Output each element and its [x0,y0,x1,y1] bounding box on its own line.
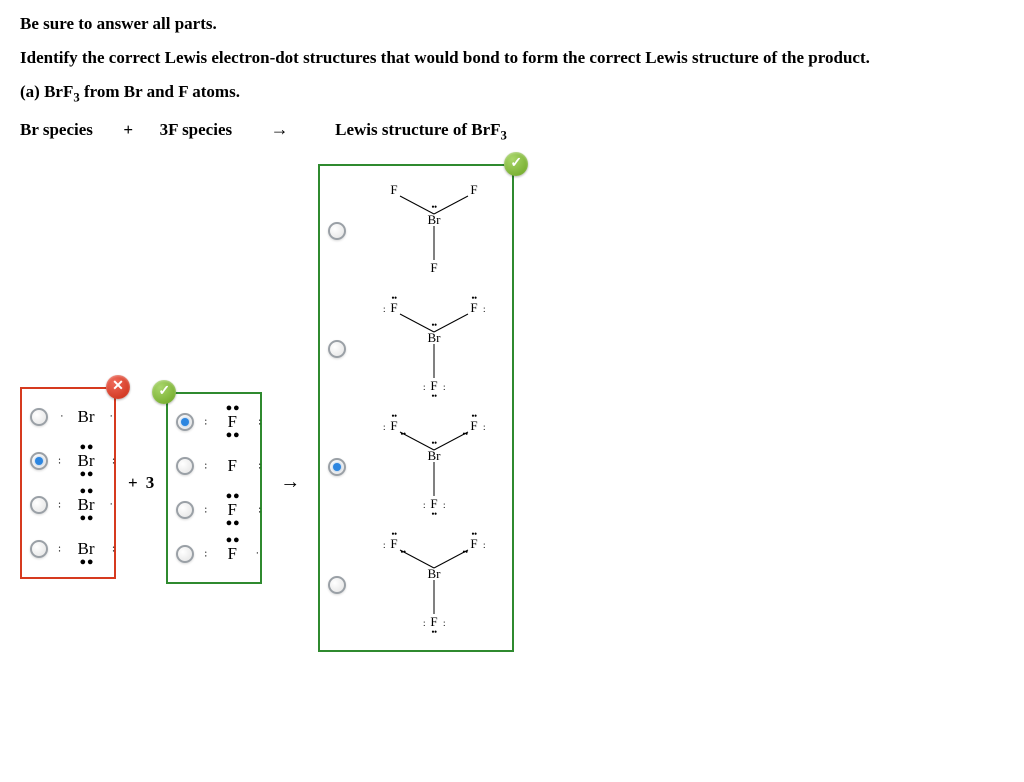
svg-text::: : [383,422,385,432]
eq-f-species: 3F species [160,120,233,139]
equation-header: Br species + 3F species → Lewis structur… [20,119,1004,143]
svg-text::: : [423,382,425,392]
svg-text:••: •• [432,391,438,401]
radio-button[interactable] [176,457,194,475]
svg-text::: : [443,382,445,392]
svg-text:••: •• [392,294,398,303]
br-option[interactable]: Br·· [30,395,106,439]
svg-text:Br: Br [428,448,442,463]
instructions-block: Be sure to answer all parts. Identify th… [20,14,1004,105]
f-option[interactable]: F● ●● ●:: [176,488,252,532]
svg-text:••: •• [472,530,478,539]
svg-text:••: •• [392,530,398,539]
svg-text:••: •• [432,320,438,330]
svg-text:Br: Br [428,566,442,581]
radio-button[interactable] [328,340,346,358]
br-option[interactable]: Br● ●:: [30,527,106,571]
radio-button[interactable] [30,540,48,558]
plus-three: + 3 [128,473,154,493]
eq-br-species: Br species [20,120,93,139]
f-option[interactable]: F:: [176,444,252,488]
eq-arrow: → [271,119,289,139]
svg-text::: : [443,500,445,510]
f-column-wrapper: F● ●● ●::F::F● ●● ●::F● ●:· ✓ [166,392,262,584]
product-option[interactable]: Br••F••:••F••:••F::•• [328,408,504,526]
svg-text:F: F [391,182,398,197]
work-area: Br··Br● ●● ●::Br● ●● ●:·Br● ●:: ✕ + 3 F●… [20,174,1004,652]
eq-product: Lewis structure of BrF3 [335,120,507,139]
svg-text::: : [483,304,485,314]
atom-label: F● ●● ●:: [212,500,252,520]
radio-button[interactable] [30,452,48,470]
radio-button[interactable] [328,222,346,240]
br-options-box: Br··Br● ●● ●::Br● ●● ●:·Br● ●:: [20,387,116,579]
check-icon: ✓ [152,380,176,404]
svg-text:F: F [431,260,438,275]
svg-text:••: •• [432,202,438,212]
radio-button[interactable] [328,458,346,476]
atom-label: F● ●:· [212,544,252,564]
f-option[interactable]: F● ●:· [176,532,252,576]
f-options-box: F● ●● ●::F::F● ●● ●::F● ●:· [166,392,262,584]
wrong-icon: ✕ [106,375,130,399]
product-column-wrapper: Br••FFFBr••F••:F••:F::••Br••F••:••F••:••… [318,164,514,652]
svg-text::: : [383,304,385,314]
svg-text:F: F [471,182,478,197]
product-option[interactable]: Br•• F F F [328,172,504,290]
svg-text:••: •• [392,412,398,421]
br-option[interactable]: Br● ●● ●:: [30,439,106,483]
svg-text::: : [423,500,425,510]
svg-text:••: •• [401,547,407,557]
product-options-box: Br••FFFBr••F••:F••:F::••Br••F••:••F••:••… [318,164,514,652]
radio-button[interactable] [176,545,194,563]
svg-text::: : [423,618,425,628]
instruction-line-2: Identify the correct Lewis electron-dot … [20,48,1004,68]
atom-label: F● ●● ●:: [212,412,252,432]
svg-text::: : [483,422,485,432]
lewis-structure: Br••F••:••F••:••F::•• [364,412,504,522]
radio-button[interactable] [176,413,194,431]
lewis-structure: BrF••:••F••:••F::•• [364,530,504,640]
svg-text:Br: Br [428,212,442,227]
f-option[interactable]: F● ●● ●:: [176,400,252,444]
reaction-arrow: → [274,471,306,494]
atom-label: Br● ●:: [66,539,106,559]
atom-label: Br·· [66,407,106,427]
product-option[interactable]: BrF••:••F••:••F::•• [328,526,504,644]
lewis-structure: Br••F••:F••:F::•• [364,294,504,404]
part-label: (a) BrF3 from Br and F atoms. [20,82,1004,105]
check-icon: ✓ [504,152,528,176]
atom-label: Br● ●● ●:: [66,451,106,471]
svg-text:Br: Br [428,330,442,345]
svg-text:••: •• [472,412,478,421]
eq-plus: + [123,120,133,139]
br-option[interactable]: Br● ●● ●:· [30,483,106,527]
svg-text:••: •• [432,509,438,519]
atom-label: Br● ●● ●:· [66,495,106,515]
radio-button[interactable] [30,496,48,514]
svg-text::: : [443,618,445,628]
svg-text:••: •• [432,627,438,637]
atom-label: F:: [212,456,252,476]
radio-button[interactable] [176,501,194,519]
svg-text:••: •• [463,429,469,439]
instruction-line-1: Be sure to answer all parts. [20,14,1004,34]
svg-text:••: •• [432,438,438,448]
svg-text::: : [383,540,385,550]
radio-button[interactable] [30,408,48,426]
radio-button[interactable] [328,576,346,594]
br-column-wrapper: Br··Br● ●● ●::Br● ●● ●:·Br● ●:: ✕ [20,387,116,579]
lewis-structure: Br•• F F F [364,176,504,286]
product-option[interactable]: Br••F••:F••:F::•• [328,290,504,408]
svg-text::: : [483,540,485,550]
svg-text:••: •• [401,429,407,439]
svg-text:••: •• [463,547,469,557]
svg-text:••: •• [472,294,478,303]
